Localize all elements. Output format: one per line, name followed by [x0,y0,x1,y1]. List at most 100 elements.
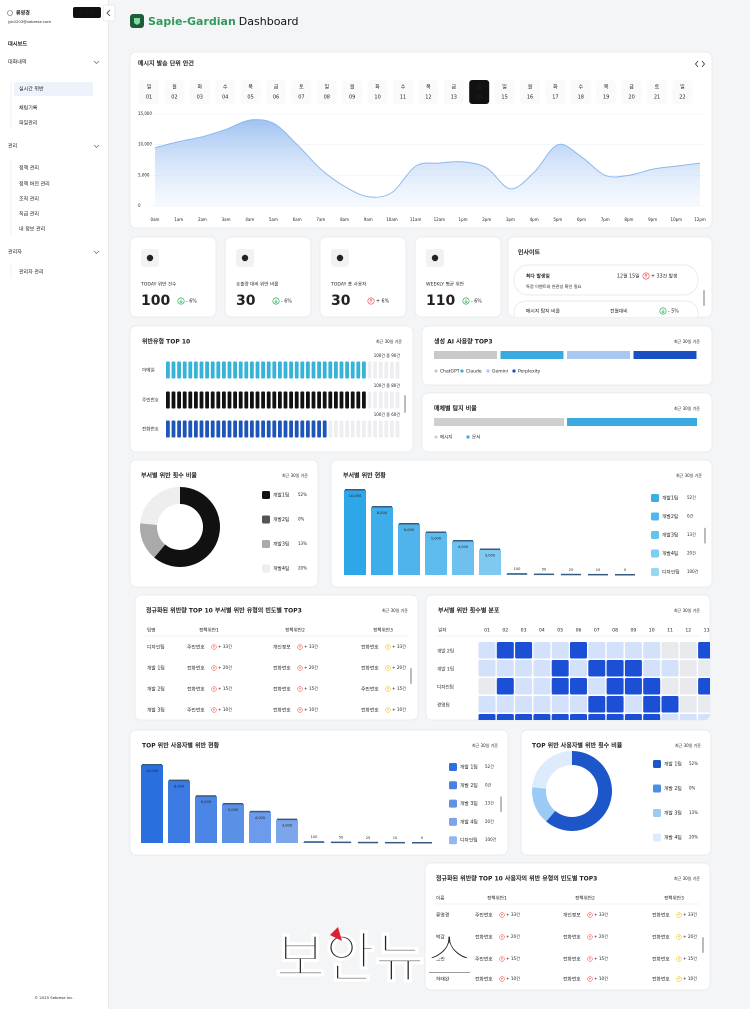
segment [395,420,400,438]
change-icon [587,934,593,940]
heat-cell [551,678,569,695]
scrollbar [500,796,502,813]
date-item[interactable] [164,80,185,104]
segment [294,420,299,438]
prev-button[interactable] [694,60,699,68]
date-item[interactable] [291,80,312,104]
date-item[interactable] [596,80,617,104]
stat-label: TODAY 위반 건수 [140,281,176,288]
heat-cell [661,696,679,713]
date-item[interactable] [418,80,439,104]
date-item[interactable] [672,80,693,104]
segment [311,361,316,379]
date-item[interactable] [393,80,413,104]
logout-button[interactable] [73,7,101,18]
column-label: 06 [576,628,582,634]
legend-label: Perplexity [518,369,541,375]
usage-bar [434,351,497,359]
date-item[interactable] [266,80,286,104]
segment [272,361,277,379]
segment [378,391,383,409]
nav-item[interactable]: 직급 관리 [19,211,39,218]
date-item[interactable] [443,80,464,104]
table-header: 정책위반2 [575,895,595,902]
area-fill [155,119,700,206]
bar [344,490,366,575]
bar-cap [426,531,446,533]
segment [171,420,176,438]
date-item[interactable] [240,80,261,104]
table-cell: 전화번호 [652,934,670,941]
date-item[interactable] [316,80,337,104]
legend-label: 문서 [472,434,480,441]
segment [322,420,327,438]
segment [210,361,215,379]
heat-cell [588,660,606,677]
segment [166,420,170,438]
usage-bar [567,351,630,359]
change-arrow [298,645,302,649]
date-item[interactable] [139,80,159,104]
media-bar [567,418,697,426]
bar-label: 10,000 [146,769,159,773]
heat-cell [643,678,661,695]
heat-cell [606,642,624,659]
legend-value: 13건 [485,800,494,806]
date-day: 13 [451,95,457,101]
segment [199,361,204,379]
nav-item[interactable]: 파일관리 [19,120,37,127]
heat-cell [588,714,606,720]
date-day: 02 [171,95,177,101]
x-tick-label: 4am [245,217,254,222]
legend-value: 13% [298,541,307,546]
nav-item[interactable]: 정책 관리 [19,165,39,172]
next-button[interactable] [701,60,706,68]
nav-item[interactable]: 실시간 위반 [19,86,44,93]
nav-chevron [93,250,100,254]
row-label: 개발 2팀 [437,648,454,655]
heat-cell [515,678,533,695]
nav-active [14,82,93,96]
segment [278,420,282,438]
change-icon [211,707,217,713]
date-item[interactable] [570,80,591,104]
date-weekday: 월 [528,84,533,91]
column-label: 01 [484,628,490,634]
donut-slice [140,523,166,558]
date-selected[interactable] [469,80,490,104]
segment [283,420,288,438]
segment [255,420,260,438]
heat-cell [698,714,710,720]
nav-item[interactable]: 내 정보 관리 [19,226,45,233]
date-item[interactable] [647,80,667,104]
change-icon [211,644,217,650]
change-arrow [212,666,216,670]
nav-item[interactable]: 관리자 관리 [19,269,44,276]
nav-item[interactable]: 채팅기록 [19,105,38,112]
nav-item[interactable]: 조직 관리 [19,196,39,203]
legend-label: 개발3팀 [273,541,289,548]
heat-cell [515,642,533,659]
legend-label: 개발1팀 [273,492,289,499]
nav-item[interactable]: 정책 버전 관리 [19,181,50,188]
legend-value: 100건 [485,836,497,842]
heat-cell [478,660,496,677]
y-tick-label: 15,000 [138,111,152,116]
date-item[interactable] [215,80,236,104]
table-cell: 개발 2팀 [147,686,165,693]
trend-arrow [179,299,183,304]
date-item[interactable] [494,80,515,104]
collapse-button[interactable] [102,4,116,22]
date-item[interactable] [367,80,388,104]
date-item[interactable] [189,80,210,104]
table-cell: 디자인팀 [147,644,165,651]
segment [238,420,243,438]
date-item[interactable] [520,80,540,104]
segment [227,361,232,379]
date-item[interactable] [342,80,363,104]
date-item[interactable] [545,80,566,104]
date-item[interactable] [621,80,642,104]
heat-cell [496,642,514,659]
legend-label: 개발2팀 [662,513,678,520]
date-weekday: 일 [502,84,507,91]
